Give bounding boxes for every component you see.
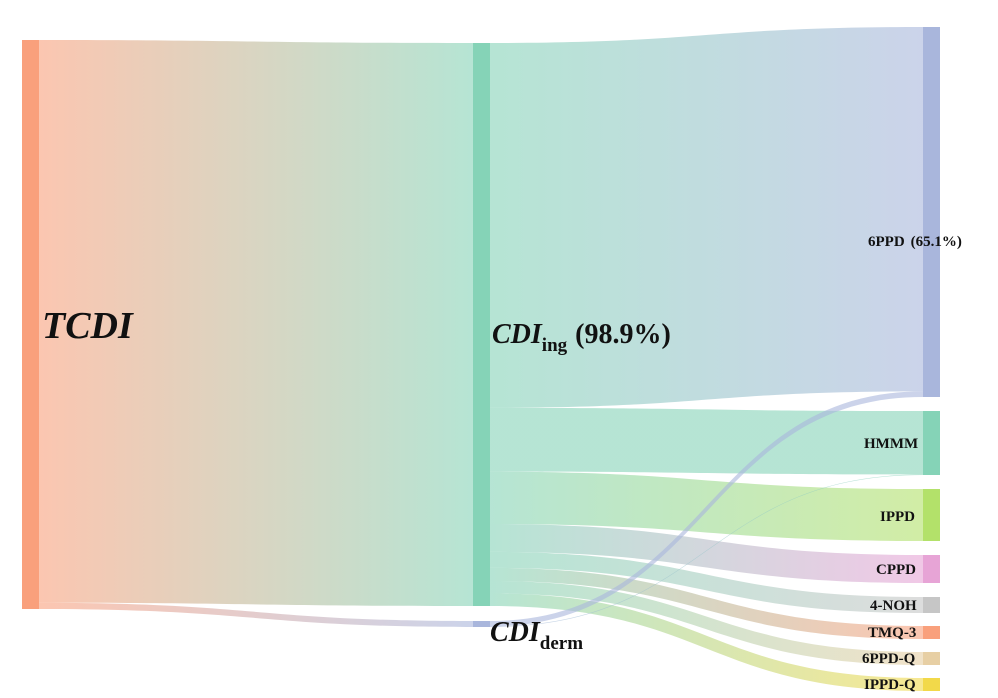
6ppd-name: 6PPD — [868, 234, 905, 250]
node-label-ippd: IPPD — [880, 509, 915, 525]
node-bar-ippd — [923, 489, 940, 541]
6ppd-percent: (65.1%) — [911, 234, 962, 250]
link-ing-to-6ppdq — [490, 580, 923, 665]
link-ing-to-hmmm — [490, 407, 923, 475]
link-tcdi-to-ing — [39, 40, 473, 606]
link-ing-to-cppd — [490, 524, 923, 583]
node-label-6ppdq: 6PPD-Q — [862, 651, 916, 667]
node-label-hmmm: HMMM — [864, 436, 918, 452]
node-label-cdi-ing: CDIing (98.9%) — [492, 319, 671, 356]
link-derm-to-6ppd — [490, 391, 923, 627]
cdi-derm-subscript: derm — [540, 633, 583, 654]
node-label-4noh: 4-NOH — [870, 598, 917, 614]
sankey-links — [39, 27, 923, 691]
node-bar-hmmm — [923, 411, 940, 475]
link-ing-to-ippdq — [490, 593, 923, 691]
node-label-ippdq: IPPD-Q — [864, 677, 916, 693]
node-label-tcdi: TCDI — [42, 305, 134, 347]
cdi-ing-percent: (98.9%) — [575, 319, 671, 350]
node-label-tmq3: TMQ-3 — [868, 625, 916, 641]
node-bar-6ppd — [923, 27, 940, 397]
node-bar-ing — [473, 43, 490, 606]
link-ing-to-6ppd — [490, 27, 923, 408]
sankey-nodes — [22, 27, 940, 691]
cdi-ing-subscript: ing — [542, 335, 568, 356]
node-bar-cppd — [923, 555, 940, 583]
node-label-6ppd: 6PPD (65.1%) — [868, 234, 962, 250]
cdi-ing-main: CDI — [492, 319, 543, 350]
node-bar-tcdi — [22, 40, 39, 609]
link-ing-to-tmq3 — [490, 567, 923, 639]
node-bar-tmq3 — [923, 626, 940, 639]
link-derm-to-hmmm — [490, 474, 923, 627]
link-tcdi-to-derm — [39, 602, 473, 627]
node-bar-ippdq — [923, 678, 940, 691]
node-label-cppd: CPPD — [876, 562, 916, 578]
node-bar-4noh — [923, 597, 940, 613]
node-bar-derm — [473, 621, 490, 627]
cdi-derm-main: CDI — [490, 617, 541, 648]
node-label-cdi-derm: CDIderm — [490, 617, 583, 654]
node-bar-6ppdq — [923, 652, 940, 665]
link-ing-to-4noh — [490, 551, 923, 613]
